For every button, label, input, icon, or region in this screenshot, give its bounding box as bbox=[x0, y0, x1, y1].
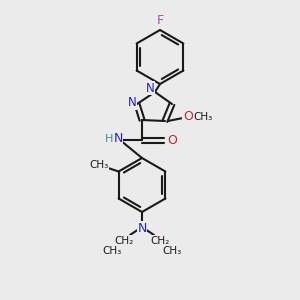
Text: H: H bbox=[105, 134, 113, 144]
Text: CH₃: CH₃ bbox=[102, 246, 122, 256]
Text: N: N bbox=[146, 82, 154, 94]
Text: N: N bbox=[113, 133, 123, 146]
Text: F: F bbox=[156, 14, 164, 26]
Text: O: O bbox=[167, 134, 177, 146]
Text: N: N bbox=[128, 97, 136, 110]
Text: CH₂: CH₂ bbox=[114, 236, 134, 246]
Text: CH₃: CH₃ bbox=[89, 160, 108, 170]
Text: CH₃: CH₃ bbox=[194, 112, 213, 122]
Text: N: N bbox=[137, 221, 147, 235]
Text: O: O bbox=[183, 110, 193, 124]
Text: CH₃: CH₃ bbox=[162, 246, 182, 256]
Text: CH₂: CH₂ bbox=[150, 236, 170, 246]
